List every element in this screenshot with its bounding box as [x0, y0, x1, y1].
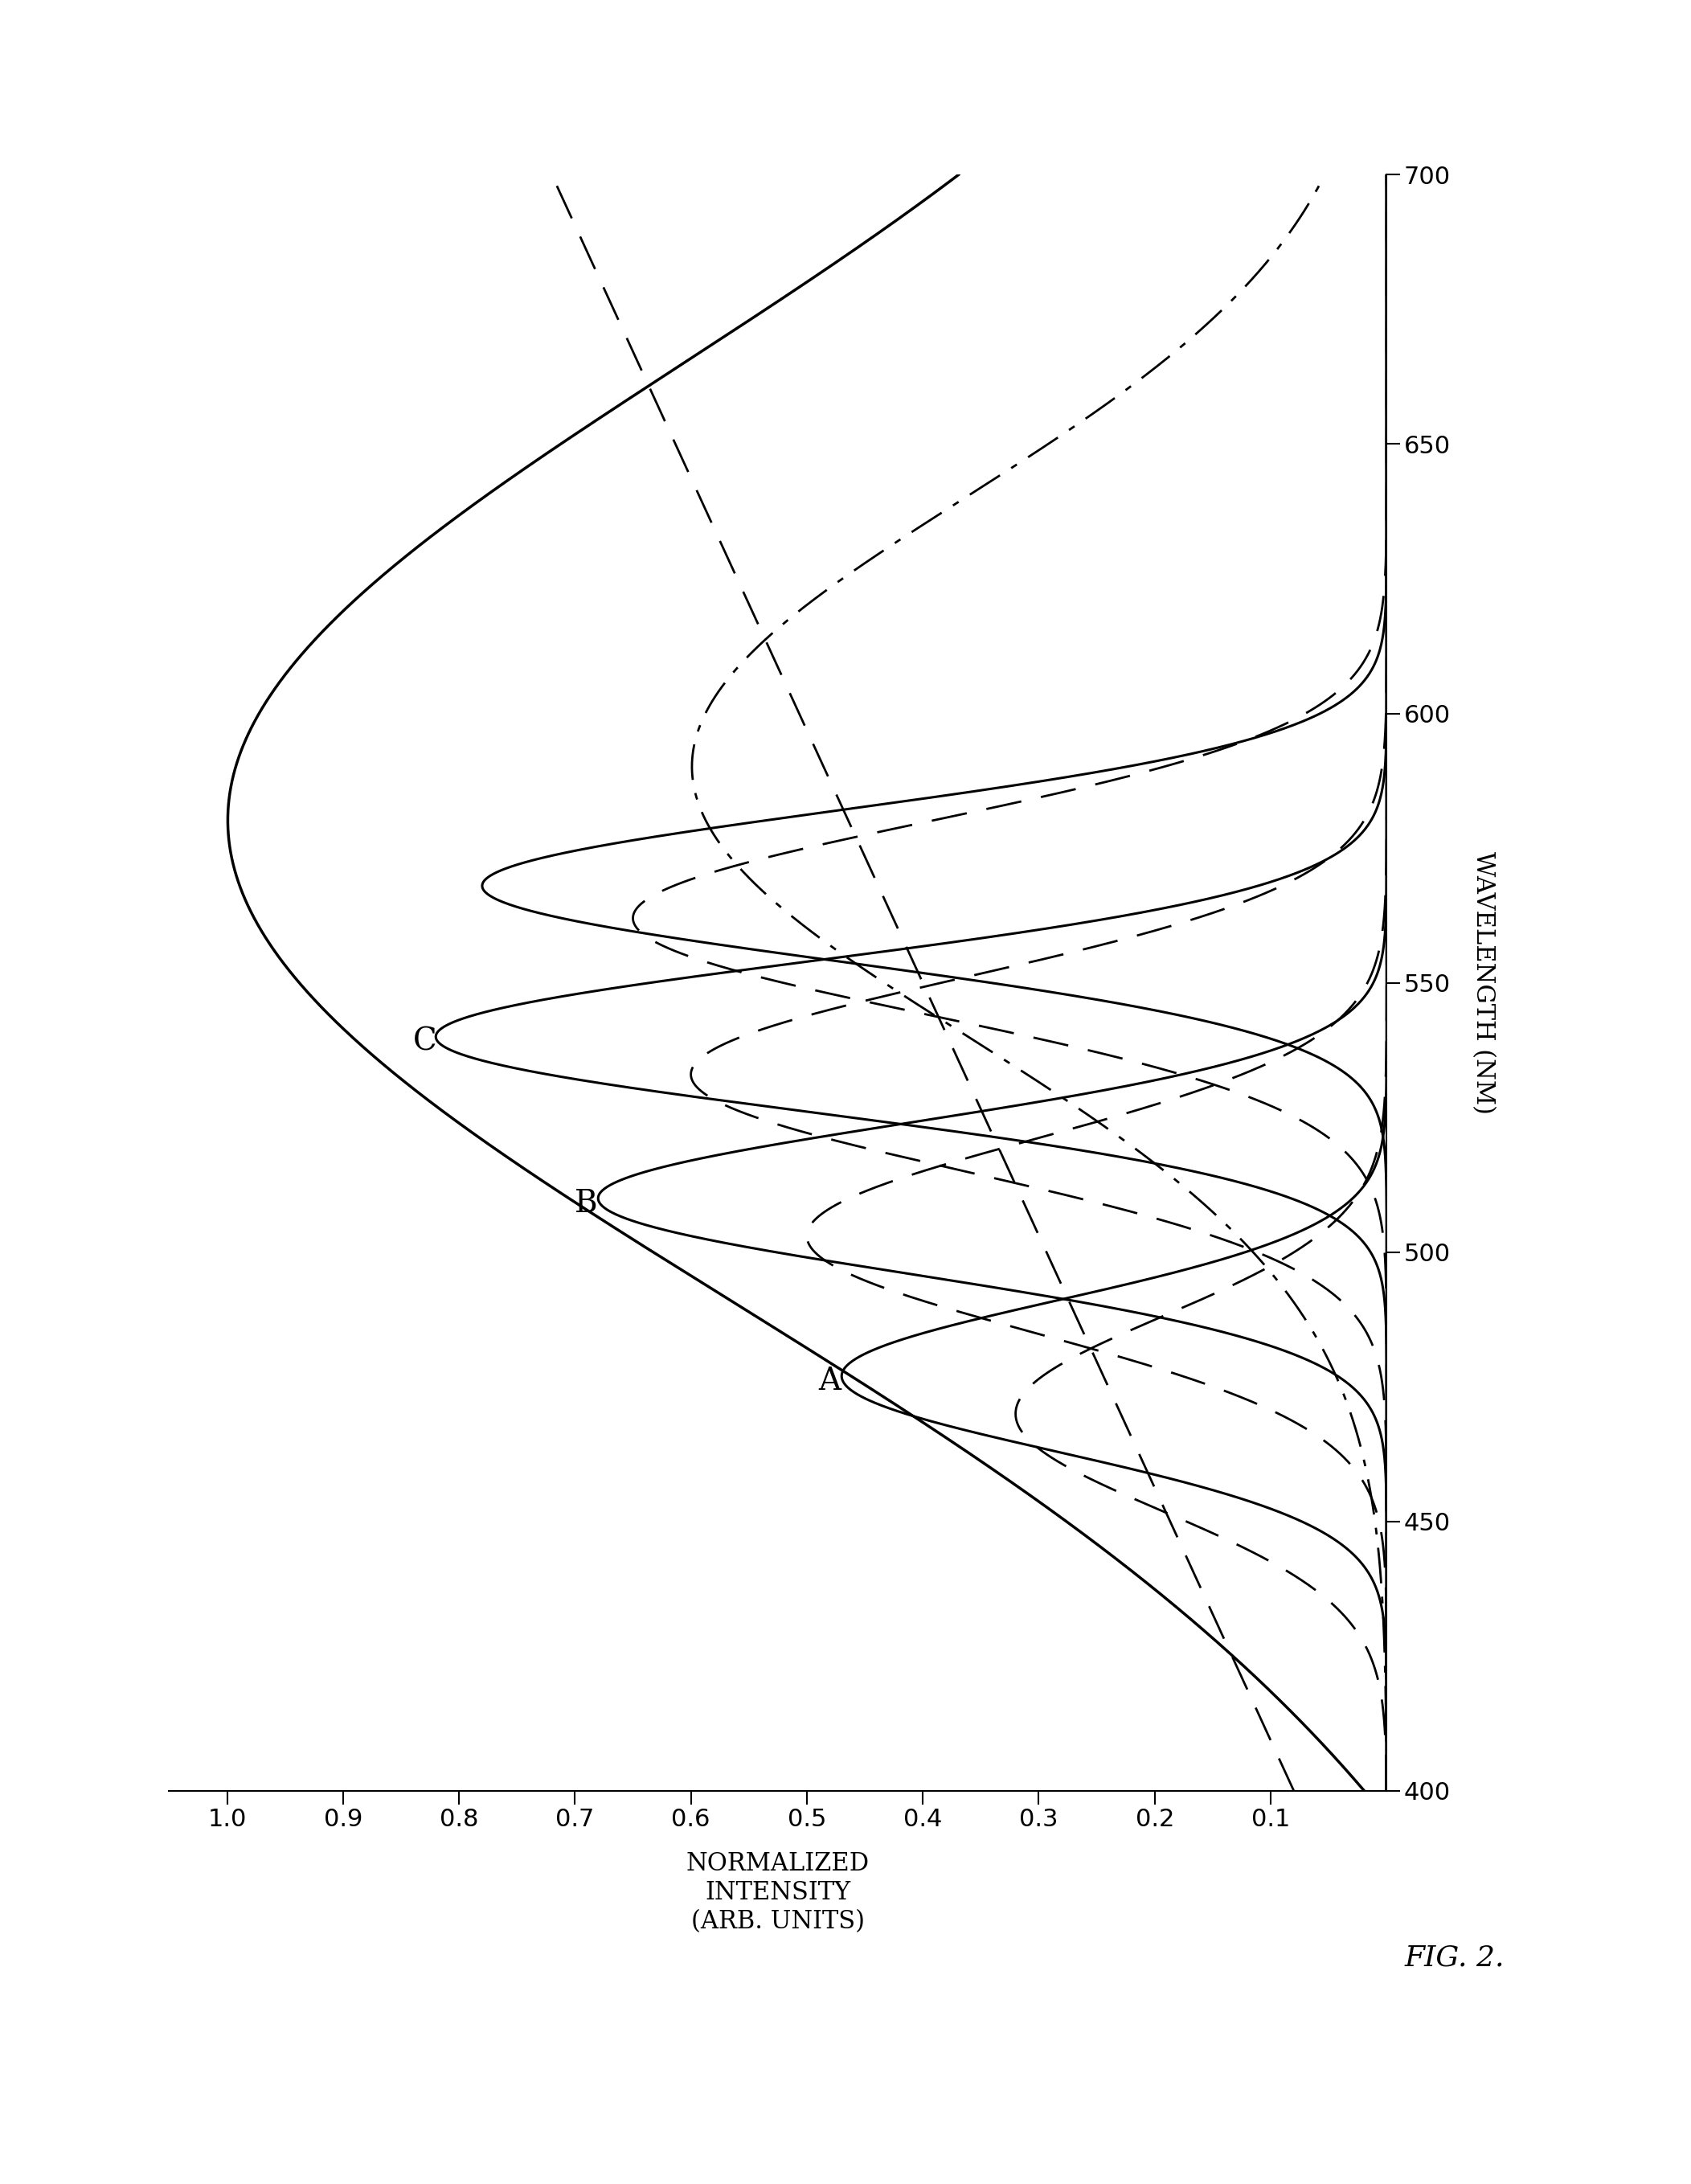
Y-axis label: WAVELENGTH (NM): WAVELENGTH (NM) — [1471, 852, 1495, 1114]
Text: A: A — [818, 1367, 840, 1396]
Text: B: B — [575, 1188, 599, 1219]
Text: C: C — [413, 1026, 436, 1057]
X-axis label: NORMALIZED
INTENSITY
(ARB. UNITS): NORMALIZED INTENSITY (ARB. UNITS) — [687, 1852, 869, 1935]
Text: FIG. 2.: FIG. 2. — [1404, 1944, 1505, 1972]
